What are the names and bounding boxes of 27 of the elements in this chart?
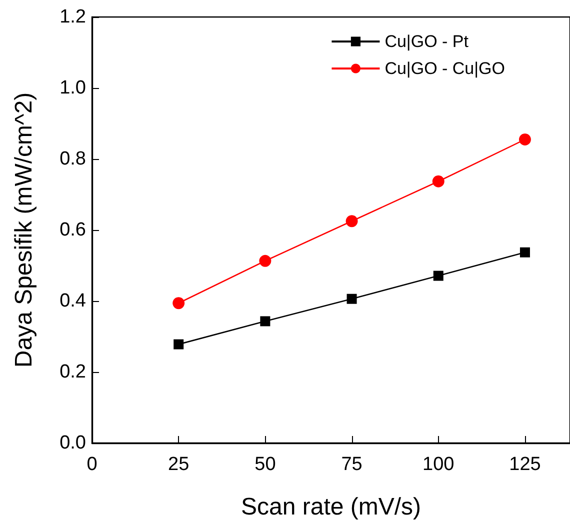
point — [520, 247, 530, 258]
y-tick-label: 0.4 — [60, 290, 86, 312]
point — [346, 294, 357, 304]
y-tick-label: 0.8 — [60, 148, 86, 170]
y-axis-title: Daya Spesifik (mW/cm^2) — [10, 92, 38, 368]
x-axis-title: Scan rate (mV/s) — [240, 494, 422, 520]
point — [433, 270, 444, 281]
x-tick-label: 125 — [509, 454, 541, 475]
y-tick-label: 1.2 — [60, 6, 86, 28]
point — [174, 339, 184, 350]
point — [432, 175, 444, 188]
y-tick-label: 0.2 — [60, 362, 86, 382]
x-tick-label: 25 — [168, 454, 190, 475]
legend-label: Cu|GO - Pt — [384, 32, 469, 51]
x-tick-label: 50 — [254, 454, 276, 475]
y-tick-label: 0.6 — [60, 220, 86, 240]
point — [346, 215, 358, 228]
legend-label: Cu|GO - Cu|GO — [384, 59, 505, 78]
point — [259, 254, 272, 267]
point — [518, 133, 531, 146]
x-tick-label: 75 — [341, 454, 362, 475]
point — [260, 316, 270, 326]
x-tick-label: 100 — [422, 454, 454, 475]
point — [172, 297, 185, 310]
x-tick-label: 0 — [86, 454, 98, 475]
y-tick-label: 1.0 — [60, 78, 86, 98]
y-tick-label: 0.0 — [60, 432, 86, 454]
